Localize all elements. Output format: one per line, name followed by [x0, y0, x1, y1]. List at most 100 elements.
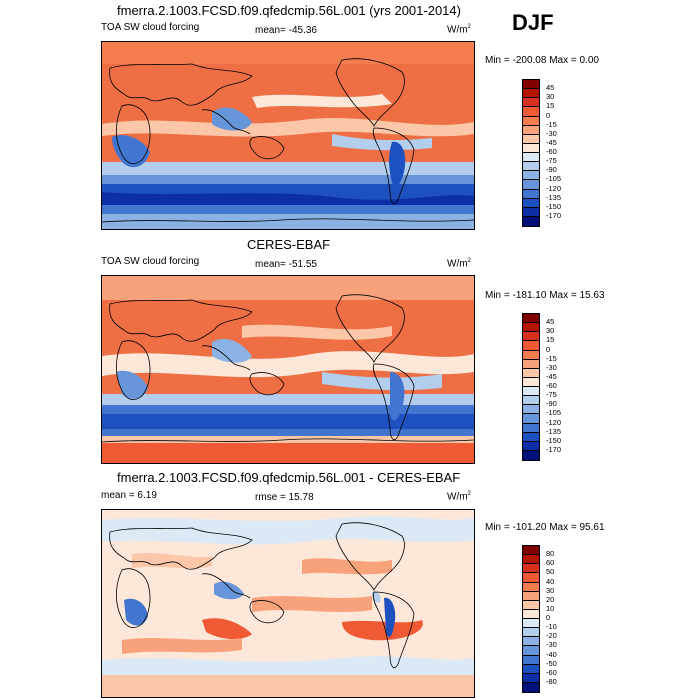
panel-2-minmax: Min = -181.10 Max = 15.63 — [485, 290, 605, 301]
colorbar-tick-label: 0 — [546, 110, 551, 120]
colorbar-tick-label: -45 — [546, 137, 557, 147]
colorbar-tick-label: 30 — [546, 92, 555, 102]
colorbar-swatch — [523, 368, 539, 378]
south-america — [389, 141, 406, 188]
colorbar-tick-label: 15 — [546, 101, 555, 111]
colorbar-tick-label: -45 — [546, 371, 557, 381]
colorbar-swatch — [523, 619, 539, 629]
antarctic-edge — [102, 214, 474, 229]
colorbar-swatch — [523, 359, 539, 369]
colorbar-tick-label: 40 — [546, 576, 555, 586]
colorbar-swatch — [523, 180, 539, 190]
colorbar-swatch — [523, 162, 539, 172]
panel-1-center-label: mean= -45.36 — [255, 25, 317, 36]
colorbar-tick-label: 80 — [546, 549, 555, 559]
colorbar-tick-label: -80 — [546, 676, 557, 686]
panel-2-left-label: TOA SW cloud forcing — [101, 256, 200, 267]
colorbar-tick-label: 15 — [546, 335, 555, 345]
colorbar-tick-label: -60 — [546, 667, 557, 677]
colorbar-tick-label: 30 — [546, 585, 555, 595]
colorbar-swatch — [523, 396, 539, 406]
colorbar-tick-label: 0 — [546, 344, 551, 354]
panel-3-minmax: Min = -101.20 Max = 95.61 — [485, 522, 605, 533]
colorbar-tick-label: -10 — [546, 622, 557, 632]
colorbar-swatch — [523, 387, 539, 397]
colorbar-swatch — [523, 89, 539, 99]
colorbar-swatch — [523, 432, 539, 442]
maritime-continent — [212, 338, 252, 363]
colorbar-tick-label: -15 — [546, 119, 557, 129]
maritime-continent — [214, 581, 244, 600]
equatorial-band — [102, 118, 474, 137]
colorbar-tick-label: -120 — [546, 183, 562, 193]
colorbar-swatch — [523, 216, 539, 226]
maritime-continent — [212, 107, 252, 131]
antarctic-edge — [102, 443, 474, 463]
colorbar-swatch — [523, 377, 539, 387]
panel-2-center-label: mean= -51.55 — [255, 259, 317, 270]
colorbar-tick-label: 45 — [546, 83, 555, 93]
colorbar-swatch — [523, 171, 539, 181]
colorbar-swatch — [523, 628, 539, 638]
colorbar-swatch — [523, 423, 539, 433]
colorbar-swatch — [523, 600, 539, 610]
colorbar-swatch — [523, 153, 539, 163]
colorbar-swatch — [523, 143, 539, 153]
south-america — [390, 372, 405, 421]
colorbar-tick-label: -40 — [546, 649, 557, 659]
colorbar-swatch — [523, 582, 539, 592]
colorbar-swatch — [523, 573, 539, 583]
panel-1-title: fmerra.2.1003.FCSD.f09.qfedcmip.56L.001 … — [117, 3, 461, 18]
panel-3-colorbar — [522, 545, 540, 693]
panel-3-title: fmerra.2.1003.FCSD.f09.qfedcmip.56L.001 … — [117, 470, 461, 485]
south-pacific-positive — [342, 620, 423, 641]
southern-ocean-band — [102, 414, 474, 430]
colorbar-swatch — [523, 189, 539, 199]
colorbar-tick-label: -135 — [546, 192, 562, 202]
colorbar-swatch — [523, 80, 539, 90]
panel-1-colorbar-labels: 45 30 15 0 -15 -30 -45 -60 -75 -90 -105 -120 -135 -15… — [546, 79, 586, 225]
panel-2-colorbar — [522, 313, 540, 461]
colorbar-swatch — [523, 546, 539, 556]
colorbar-swatch — [523, 414, 539, 424]
colorbar-tick-label: -170 — [546, 210, 562, 220]
colorbar-tick-label: -135 — [546, 426, 562, 436]
equatorial-band — [102, 351, 474, 378]
panel-1-map — [101, 41, 475, 230]
colorbar-tick-label: -105 — [546, 174, 562, 184]
colorbar-swatch — [523, 655, 539, 665]
panel-3-map — [101, 509, 475, 698]
colorbar-swatch — [523, 350, 539, 360]
panel-3-units: W/m2 — [447, 491, 471, 503]
colorbar-tick-label: -75 — [546, 156, 557, 166]
colorbar-swatch — [523, 116, 539, 126]
colorbar-swatch — [523, 314, 539, 324]
colorbar-tick-label: 10 — [546, 603, 555, 613]
colorbar-swatch — [523, 564, 539, 574]
colorbar-swatch — [523, 207, 539, 217]
colorbar-swatch — [523, 405, 539, 415]
colorbar-swatch — [523, 637, 539, 647]
colorbar-tick-label: -105 — [546, 408, 562, 418]
colorbar-swatch — [523, 591, 539, 601]
north-pacific-pale — [252, 94, 392, 108]
colorbar-tick-label: -75 — [546, 390, 557, 400]
colorbar-swatch — [523, 98, 539, 108]
panel-1-minmax: Min = -200.08 Max = 0.00 — [485, 55, 599, 66]
coastlines — [109, 522, 415, 669]
colorbar-tick-label: -150 — [546, 435, 562, 445]
colorbar-tick-label: -60 — [546, 381, 557, 390]
africa-south — [124, 598, 148, 626]
colorbar-tick-label: 30 — [546, 326, 555, 336]
colorbar-tick-label: -50 — [546, 658, 557, 668]
colorbar-tick-label: -15 — [546, 353, 557, 363]
colorbar-swatch — [523, 341, 539, 351]
panel-3-left-label: mean = 6.19 — [101, 490, 157, 501]
colorbar-tick-label: -170 — [546, 444, 562, 454]
africa-south — [116, 370, 148, 399]
panel-3-colorbar-labels: 80 60 50 40 30 20 10 0 -10 -20 -30 -40 -50 -60 -80 — [546, 545, 586, 691]
colorbar-tick-label: 0 — [546, 613, 551, 622]
arctic-band — [102, 276, 474, 300]
colorbar-swatch — [523, 609, 539, 619]
colorbar-tick-label: -90 — [546, 165, 557, 175]
